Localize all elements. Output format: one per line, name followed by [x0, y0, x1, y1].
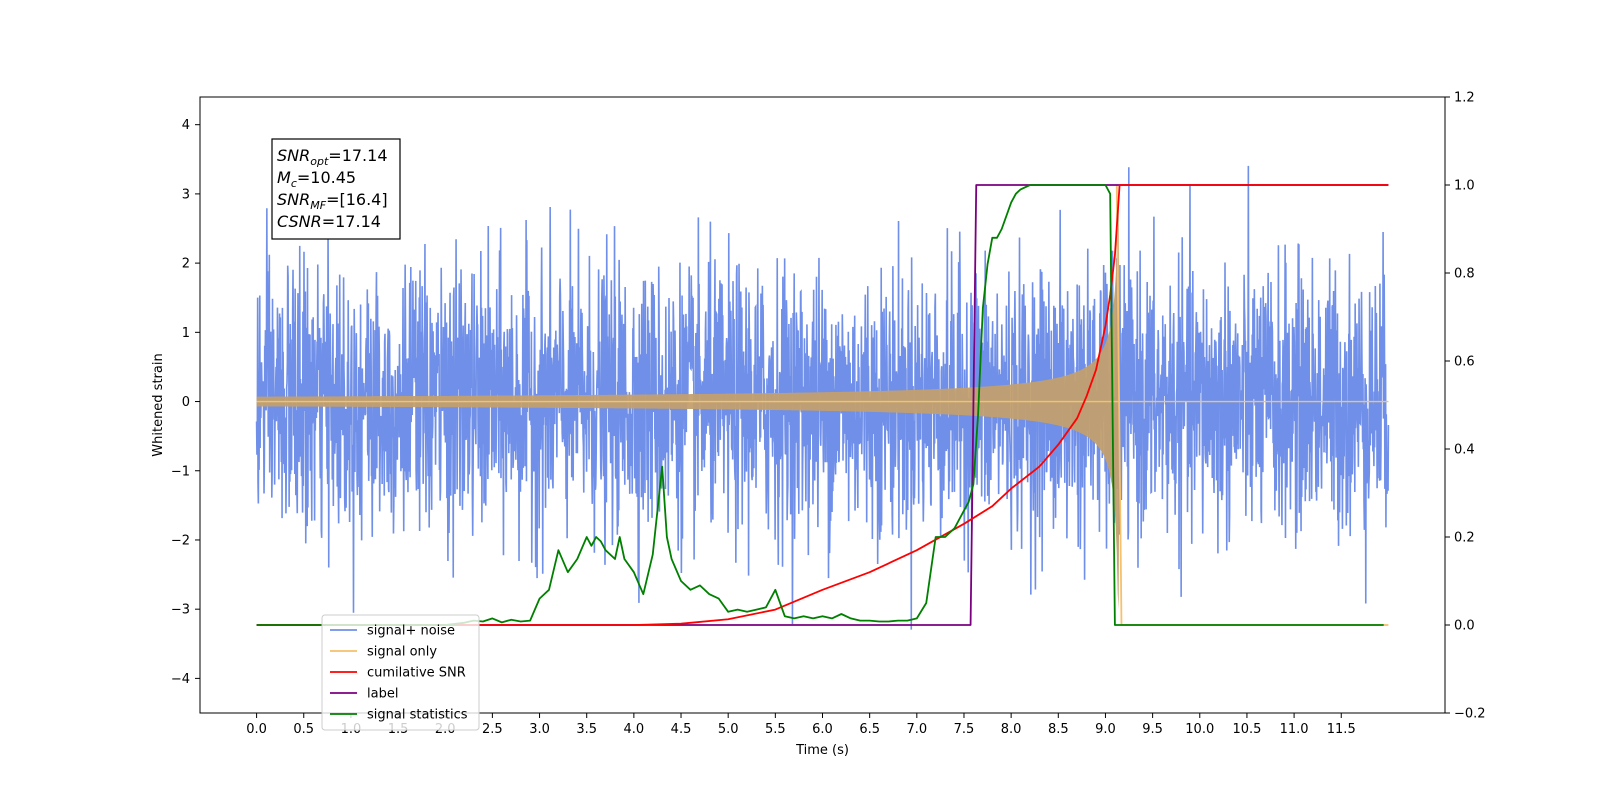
annotation-frame [271, 138, 401, 240]
x-tick-label: 3.0 [529, 722, 550, 737]
x-tick-label: 3.5 [576, 722, 597, 737]
annotation-line: SNRopt=17.14 [277, 146, 388, 168]
y-left-tick-label: −2 [171, 533, 190, 548]
x-tick-label: 0.0 [246, 722, 267, 737]
x-tick-label: 5.5 [765, 722, 786, 737]
x-tick-label: 4.0 [624, 722, 645, 737]
series-signal-statistics [256, 184, 1384, 626]
legend-entry: cumilative SNR [367, 666, 466, 681]
y-right-tick-label: 0.6 [1454, 355, 1475, 370]
x-tick-label: 9.5 [1142, 722, 1163, 737]
x-tick-label: 9.0 [1095, 722, 1116, 737]
legend-entry: signal statistics [367, 708, 468, 723]
y-left-tick-label: 3 [182, 187, 190, 202]
x-tick-label: 10.0 [1185, 722, 1214, 737]
x-tick-label: 7.0 [906, 722, 927, 737]
x-tick-label: 4.5 [671, 722, 692, 737]
y-right-tick-label: 1.0 [1454, 179, 1475, 194]
x-tick-label: 5.0 [718, 722, 739, 737]
legend-entry: label [367, 687, 398, 702]
y-right-tick-label: 0.0 [1454, 619, 1475, 634]
y-right-tick-label: 0.2 [1454, 531, 1475, 546]
x-tick-label: 2.5 [482, 722, 503, 737]
legend: signal+ noise signal only cumilative SNR la… [321, 614, 480, 731]
plot-layer [255, 165, 1390, 630]
series-signal-noise [255, 165, 1390, 630]
y-right-tick-label: 0.4 [1454, 443, 1475, 458]
x-tick-label: 7.5 [954, 722, 975, 737]
series-cumilative-snr [256, 184, 1389, 626]
y-left-tick-label: −1 [171, 464, 190, 479]
y-left-tick-label: −3 [171, 603, 190, 618]
x-axis-label: Time (s) [795, 743, 849, 758]
y-right-tick-label: 1.2 [1454, 91, 1475, 106]
annotation-box: SNRopt=17.14Mc=10.45SNRMF=[16.4]CSNR=17.… [271, 138, 401, 240]
y-left-tick-label: 4 [182, 118, 190, 133]
legend-frame [321, 614, 480, 731]
x-tick-label: 11.0 [1280, 722, 1309, 737]
x-tick-label: 10.5 [1232, 722, 1261, 737]
annotation-line: SNRMF=[16.4] [277, 190, 388, 212]
annotation-line: Mc=10.45 [277, 168, 356, 190]
y-left-tick-label: 0 [182, 395, 190, 410]
y-right-tick-label: 0.8 [1454, 267, 1475, 282]
y-left-tick-label: 2 [182, 257, 190, 272]
x-tick-label: 0.5 [293, 722, 314, 737]
y-left-tick-label: −4 [171, 672, 190, 687]
legend-entry: signal+ noise [367, 624, 455, 639]
y-right-tick-label: −0.2 [1454, 707, 1486, 722]
x-tick-label: 8.5 [1048, 722, 1069, 737]
y-left-tick-label: 1 [182, 326, 190, 341]
x-tick-label: 8.0 [1001, 722, 1022, 737]
annotation-line: CSNR=17.14 [277, 212, 381, 231]
legend-entry: signal only [367, 645, 437, 660]
x-tick-label: 6.0 [812, 722, 833, 737]
x-tick-label: 11.5 [1327, 722, 1356, 737]
y-axis-label: Whitened strain [151, 353, 166, 456]
x-tick-label: 6.5 [859, 722, 880, 737]
